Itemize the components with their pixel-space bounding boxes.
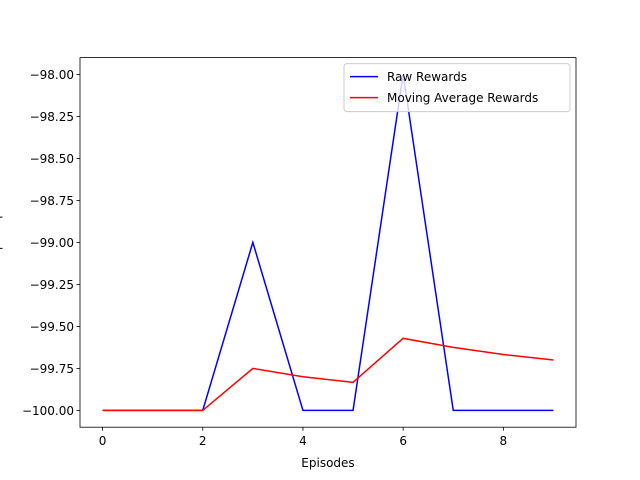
y-axis-label: Rewards per Episode [0,179,3,305]
y-tick-label: −98.50 [30,152,74,166]
x-axis-label: Episodes [301,456,354,470]
y-tick-label: −99.50 [30,320,74,334]
x-tick-label: 0 [99,434,107,448]
x-tick-label: 8 [500,434,508,448]
y-tick-label: −99.75 [30,362,74,376]
x-tick-label: 2 [199,434,207,448]
y-tick-label: −98.00 [30,68,74,82]
legend-label: Raw Rewards [387,70,467,84]
y-tick-label: −100.00 [22,404,74,418]
y-tick-label: −99.25 [30,278,74,292]
line-series [102,337,554,412]
x-tick-label: 4 [299,434,307,448]
y-tick-label: −98.75 [30,194,74,208]
x-tick-label: 6 [399,434,407,448]
legend-label: Moving Average Rewards [387,91,538,105]
y-tick-label: −99.00 [30,236,74,250]
legend-box [343,63,571,113]
line-series [102,74,554,412]
plot-frame [79,57,577,428]
y-tick-label: −98.25 [30,110,74,124]
